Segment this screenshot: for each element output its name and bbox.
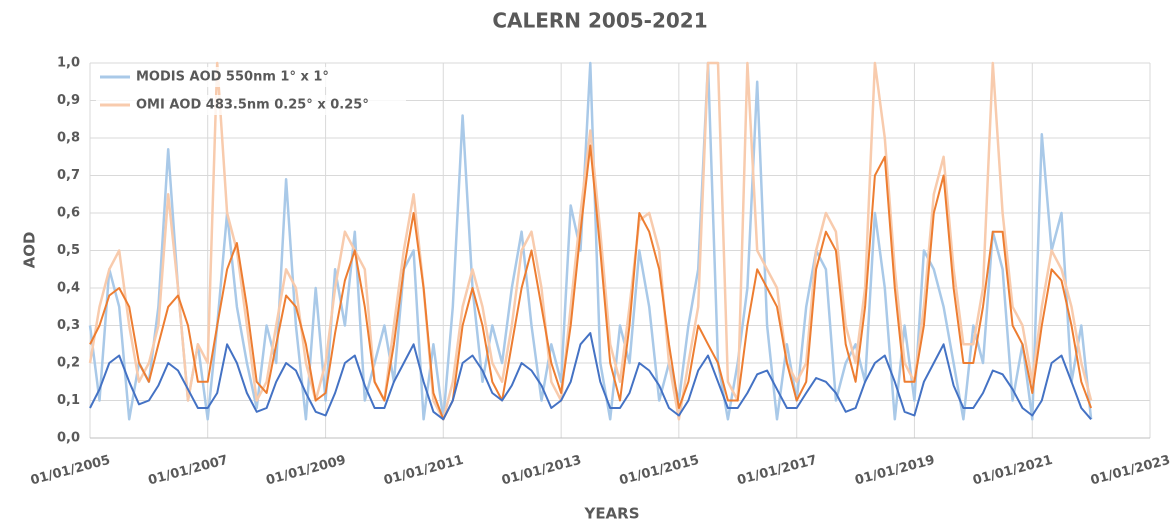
series-line [89,332,1092,421]
x-tick-label: 01/01/2023 [1089,453,1172,489]
x-tick-label: 01/01/2005 [29,453,112,489]
x-tick-label: 01/01/2015 [618,453,701,489]
x-tick-label: 01/01/2013 [500,453,583,489]
legend-background [96,67,406,87]
x-tick-label: 01/01/2019 [853,453,936,489]
chart-title: CALERN 2005-2021 [492,9,707,33]
y-axis-label: AOD [21,232,39,269]
series-line [88,61,1093,421]
y-tick-label: 1,0 [57,56,80,71]
y-tick-label: 0,1 [57,393,80,408]
y-tick-label: 0,9 [57,93,80,108]
y-tick-label: 0,8 [57,131,80,146]
y-tick-label: 0,6 [57,206,80,221]
x-tick-label: 01/01/2009 [265,453,348,489]
x-axis-label: YEARS [583,505,639,523]
y-tick-label: 0,7 [57,168,80,183]
legend-label: MODIS AOD 550nm 1° x 1° [136,70,329,85]
x-tick-label: 01/01/2007 [147,453,230,489]
y-tick-label: 0,0 [57,431,80,446]
legend-label: OMI AOD 483.5nm 0.25° x 0.25° [136,98,369,113]
y-tick-label: 0,2 [57,356,80,371]
legend-background [96,95,406,115]
y-tick-label: 0,4 [57,281,80,296]
series-line [88,61,1093,421]
series-line [89,144,1093,421]
x-tick-label: 01/01/2017 [736,453,819,489]
y-tick-label: 0,5 [57,243,80,258]
x-tick-label: 01/01/2011 [382,453,465,489]
x-tick-label: 01/01/2021 [971,453,1054,489]
y-tick-label: 0,3 [57,318,80,333]
